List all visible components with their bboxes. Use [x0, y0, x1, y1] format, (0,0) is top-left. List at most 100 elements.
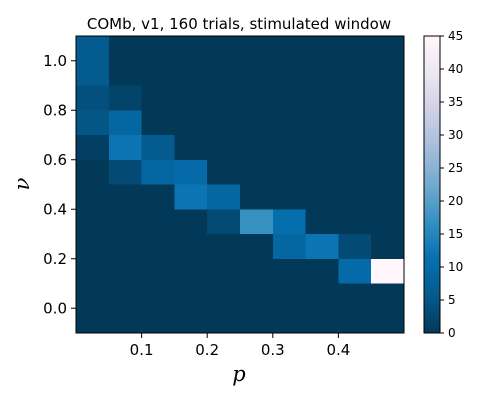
heatmap-cell	[207, 159, 241, 185]
heatmap-cell	[371, 184, 405, 210]
x-tick-label: 0.3	[261, 341, 285, 359]
heatmap-cell	[207, 283, 241, 309]
heatmap-cell	[76, 234, 110, 260]
heatmap-cell	[76, 135, 110, 161]
heatmap-cell	[207, 60, 241, 86]
heatmap-cell	[207, 110, 241, 136]
heatmap-cell	[108, 283, 142, 309]
heatmap-cell	[141, 60, 175, 86]
heatmap-cell	[207, 184, 241, 210]
heatmap-cell	[371, 209, 405, 235]
colorbar-tick-label: 0	[448, 326, 456, 340]
colorbar-tick-label: 5	[448, 293, 456, 307]
heatmap-cell	[338, 308, 372, 334]
heatmap-cell	[371, 60, 405, 86]
x-tick-label: 0.1	[130, 341, 154, 359]
y-axis-label: ν	[10, 177, 34, 190]
colorbar-tick-label: 15	[448, 227, 463, 241]
heatmap-cell	[305, 85, 339, 111]
colorbar-frame	[423, 35, 441, 334]
y-tick-label: 0.8	[43, 101, 67, 119]
heatmap-cell	[371, 283, 405, 309]
heatmap-cell	[240, 308, 274, 334]
heatmap-cell	[108, 85, 142, 111]
heatmap-cell	[174, 60, 208, 86]
y-tick-label: 0.0	[43, 299, 67, 317]
heatmap-cell	[272, 308, 306, 334]
heatmap-cell	[207, 209, 241, 235]
heatmap-cell	[108, 234, 142, 260]
y-axis-ticks: 0.0 0.2 0.4 0.6 0.8 1.0	[43, 52, 76, 317]
heatmap-cell	[240, 234, 274, 260]
heatmap-cell	[141, 135, 175, 161]
heatmap-cell	[76, 110, 110, 136]
y-tick-label: 1.0	[43, 52, 67, 70]
heatmap-cell	[240, 60, 274, 86]
heatmap-cell	[240, 184, 274, 210]
heatmap-cell	[240, 110, 274, 136]
heatmap-cell	[338, 36, 372, 62]
heatmap-cell	[76, 60, 110, 86]
heatmap-cell	[272, 135, 306, 161]
heatmap-cell	[371, 234, 405, 260]
heatmap-cell	[371, 135, 405, 161]
heatmap-cell	[371, 110, 405, 136]
colorbar-ticks: 0 5 10 15 20 25 30 35 40 45	[440, 29, 463, 340]
heatmap-cell	[338, 110, 372, 136]
heatmap-cell	[240, 258, 274, 284]
heatmap-cell	[207, 258, 241, 284]
heatmap-cell	[240, 209, 274, 235]
heatmap-cell	[174, 36, 208, 62]
y-tick-label: 0.4	[43, 200, 67, 218]
heatmap-cell	[76, 209, 110, 235]
heatmap-cell	[240, 283, 274, 309]
colorbar-tick-label: 20	[448, 194, 463, 208]
heatmap-cell	[272, 36, 306, 62]
heatmap-cell	[76, 159, 110, 185]
heatmap-cell	[174, 308, 208, 334]
heatmap-cell	[76, 308, 110, 334]
x-axis-ticks: 0.1 0.2 0.3 0.4	[130, 333, 350, 359]
x-axis-label: p	[232, 362, 245, 386]
heatmap-cell	[108, 258, 142, 284]
heatmap-cell	[305, 36, 339, 62]
heatmap-cell	[305, 283, 339, 309]
heatmap-cell	[305, 159, 339, 185]
heatmap-cell	[338, 234, 372, 260]
heatmap-cell	[305, 135, 339, 161]
heatmap-cell	[207, 85, 241, 111]
heatmap-cell	[174, 258, 208, 284]
heatmap-cell	[174, 184, 208, 210]
heatmap-cell	[108, 159, 142, 185]
colorbar-tick-label: 40	[448, 62, 463, 76]
heatmap-cell	[272, 258, 306, 284]
colorbar-tick-label: 35	[448, 95, 463, 109]
heatmap-cell	[141, 209, 175, 235]
heatmap-cell	[141, 110, 175, 136]
heatmap-cells	[76, 36, 405, 334]
heatmap-cell	[207, 308, 241, 334]
heatmap-cell	[305, 258, 339, 284]
heatmap-cell	[338, 135, 372, 161]
heatmap-cell	[240, 36, 274, 62]
heatmap-cell	[141, 36, 175, 62]
heatmap-cell	[174, 110, 208, 136]
heatmap-cell	[240, 159, 274, 185]
heatmap-cell	[108, 110, 142, 136]
colorbar-tick-label: 30	[448, 128, 463, 142]
heatmap-cell	[338, 60, 372, 86]
heatmap-cell	[305, 110, 339, 136]
heatmap-cell	[174, 283, 208, 309]
colorbar-tick-label: 25	[448, 161, 463, 175]
colorbar-tick-label: 45	[448, 29, 463, 43]
heatmap-cell	[240, 135, 274, 161]
heatmap-cell	[76, 283, 110, 309]
heatmap-cell	[338, 159, 372, 185]
heatmap-cell	[338, 258, 372, 284]
heatmap-cell	[272, 283, 306, 309]
heatmap-cell	[272, 85, 306, 111]
heatmap-cell	[305, 234, 339, 260]
heatmap-cell	[108, 184, 142, 210]
heatmap-cell	[141, 234, 175, 260]
heatmap-cell	[141, 283, 175, 309]
